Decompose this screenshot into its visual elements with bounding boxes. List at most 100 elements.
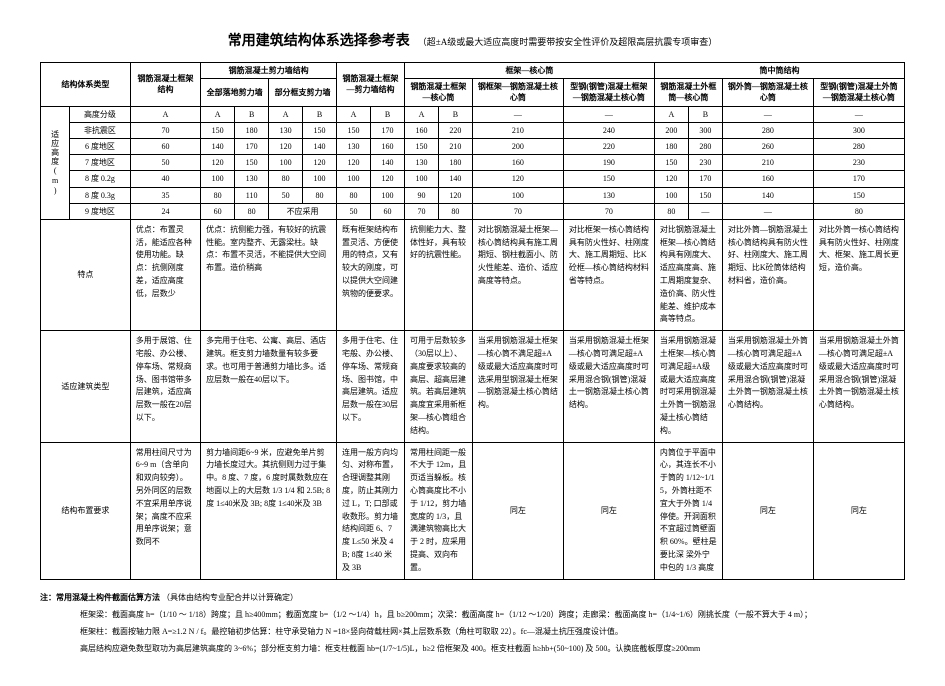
cell: 150 (303, 122, 337, 138)
cell: 150 (404, 138, 438, 154)
cell: 280 (722, 122, 813, 138)
feat-frame: 优点：布置灵活，能适应各种使用功能。缺点：抗侧刚度差，适应高度低，层数少 (130, 219, 200, 330)
cell: 50 (130, 155, 200, 171)
cell: 110 (235, 187, 269, 203)
feat-tt-src: 对比外筒一核心筒结构具有防火性好、柱刚度大、框架、施工周长更短，造价高。 (813, 219, 904, 330)
cell: 40 (130, 171, 200, 187)
cell: 100 (337, 171, 371, 187)
cell: 130 (563, 187, 654, 203)
hdr-tt-steel: 钢外筒—钢筋混凝土核心筒 (722, 79, 813, 106)
cell: 80 (654, 203, 688, 219)
cell: 80 (438, 203, 472, 219)
cell: 120 (654, 171, 688, 187)
cell: 100 (269, 155, 303, 171)
cell: 100 (654, 187, 688, 203)
hdr-fc-src: 型钢(钢管)混凝土框架—钢筋混凝土核心筒 (563, 79, 654, 106)
note-line-3: 高层结构应避免数型取功为高层建筑高度的 3~6%；部分框支剪力墙：框支柱截面 h… (40, 641, 905, 656)
row-zone7: 7 度地区 (70, 155, 131, 171)
cell: 150 (235, 155, 269, 171)
note-line-1: 框架梁：截面高度 h=（1/10 ～ 1/18）跨度；且 h≥400mm；截面宽… (40, 607, 905, 622)
cell: 60 (201, 203, 235, 219)
lr-tt-steel: 同左 (722, 442, 813, 579)
hdr-tube-tube: 筒中筒结构 (654, 63, 904, 79)
bt-fc-steel: 当采用钢筋混凝土框架—核心筒不满足超±A级或最大适应高度时可选采用型钢混凝土框架… (472, 331, 563, 442)
cell: 150 (813, 187, 904, 203)
cell: 60 (371, 203, 405, 219)
cell-grade: B (688, 106, 722, 122)
bt-tt-steel: 当采用钢筋混凝土外筒—核心筒可满足超±A级或最大适应高度时可采用混合钢(钢管)混… (722, 331, 813, 442)
cell-grade: A (654, 106, 688, 122)
cell: 24 (130, 203, 200, 219)
cell: 70 (563, 203, 654, 219)
cell: 150 (563, 171, 654, 187)
cell: 100 (201, 171, 235, 187)
cell: 70 (130, 122, 200, 138)
cell: 80 (269, 171, 303, 187)
cell: 120 (201, 155, 235, 171)
cell: 140 (201, 138, 235, 154)
cell: 180 (438, 155, 472, 171)
cell-grade: — (472, 106, 563, 122)
cell: 100 (404, 171, 438, 187)
hdr-sw-full: 全部落地剪力墙 (201, 79, 269, 106)
cell: 300 (688, 122, 722, 138)
bt-frame-shear: 多用于住宅、住宅般、办公楼、停车场、常规商场、图书馆，中高层建筑。适应层数一般在… (337, 331, 405, 442)
page-title: 常用建筑结构体系选择参考表 (228, 34, 410, 49)
cell: 90 (404, 187, 438, 203)
lr-frame-shear: 连用一般方向均匀、对称布置，合理调整其刚度，防止其刚力过 L，T; 口部或收数形… (337, 442, 405, 579)
cell: 160 (404, 122, 438, 138)
cell: 210 (472, 122, 563, 138)
hdr-frame-shear: 钢筋混凝土框架—剪力墙结构 (337, 63, 405, 107)
feat-fc-steel: 对比钢筋混凝土框架—核心筒结构具有施工周期短、钢柱截面小、防火性能差、造价、适应… (472, 219, 563, 330)
cell: 160 (371, 138, 405, 154)
row-building-type: 适应建筑类型 (41, 331, 131, 442)
cell: 200 (654, 122, 688, 138)
bt-tt-src: 当采用钢筋混凝土外筒—核心筒可满足超±A级或最大适应高度时可采用混合钢(钢管)混… (813, 331, 904, 442)
row-zone8-03: 8 度 0.3g (70, 187, 131, 203)
cell: 60 (130, 138, 200, 154)
cell: 80 (337, 187, 371, 203)
cell: 210 (438, 138, 472, 154)
cell-grade: A (201, 106, 235, 122)
lr-tt-src: 同左 (813, 442, 904, 579)
cell: 260 (722, 138, 813, 154)
lr-fc-rc: 常用柱间距一般不大于 12m，且页适当躲板。核心筒高度比不小于 1/12，剪力墙… (404, 442, 472, 579)
cell: 120 (371, 171, 405, 187)
feat-frame-shear: 既有框架结构布置灵活、方便使用的特点，又有较大的刚度，可以提供大空间建筑物的便要… (337, 219, 405, 330)
cell: 220 (563, 138, 654, 154)
notes-section: 注：常用混凝土构件截面估算方法 （具体由结构专业配合并以计算确定） 框架梁：截面… (40, 590, 905, 657)
lr-shear-wall: 剪力墙间距6~9 米，应避免单片剪力墙长度过大。其抗侧则力过于集中。8 度、7 … (201, 442, 337, 579)
cell: 80 (201, 187, 235, 203)
cell: 280 (813, 138, 904, 154)
lr-tt-rc: 内筒位于平面中心，其连长不小于筒的 1/12~1/15，外筒柱距不宜大于外筒 1… (654, 442, 722, 579)
cell: 50 (269, 187, 303, 203)
cell-grade: B (438, 106, 472, 122)
cell: 140 (722, 187, 813, 203)
cell: 280 (688, 138, 722, 154)
cell: 120 (472, 171, 563, 187)
cell: 120 (303, 155, 337, 171)
cell: 35 (130, 187, 200, 203)
cell-grade: A (337, 106, 371, 122)
cell: 300 (813, 122, 904, 138)
cell: 160 (722, 171, 813, 187)
cell: 150 (201, 122, 235, 138)
cell: 100 (371, 187, 405, 203)
hdr-system-type: 结构体系类型 (41, 63, 131, 107)
feat-tt-rc: 对比钢筋混凝土框架—核心筒结构具有刚度大、适应高度高、施工周期度复杂、造价高、防… (654, 219, 722, 330)
row-height-grade: 高度分级 (70, 106, 131, 122)
cell-grade: B (235, 106, 269, 122)
cell: 130 (337, 138, 371, 154)
cell: 210 (722, 155, 813, 171)
cell: 170 (371, 122, 405, 138)
cell: 230 (688, 155, 722, 171)
cell: 120 (269, 138, 303, 154)
hdr-frame-core: 框架—核心筒 (404, 63, 654, 79)
hdr-fc-steel: 钢框架—钢筋混凝土核心筒 (472, 79, 563, 106)
cell: 140 (371, 155, 405, 171)
hdr-tt-rc: 钢筋混凝土外框筒—核心筒 (654, 79, 722, 106)
cell: 100 (303, 171, 337, 187)
cell-grade: A (269, 106, 303, 122)
hdr-tt-src: 型钢(钢管)混凝土外筒—钢筋混凝土核心筒 (813, 79, 904, 106)
lr-frame: 常用柱间尺寸为6~9 m（含单向和双向较旁）。另外同区的层数不宜采用单序说架；高… (130, 442, 200, 579)
